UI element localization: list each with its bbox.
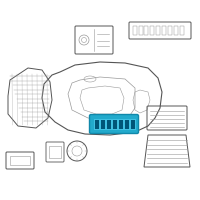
Bar xyxy=(150,26,154,35)
Bar xyxy=(112,119,116,129)
Bar xyxy=(94,119,98,129)
Bar xyxy=(162,26,166,35)
Bar xyxy=(144,26,148,35)
Bar xyxy=(118,119,122,129)
Bar xyxy=(133,26,137,35)
Bar xyxy=(130,119,134,129)
Bar xyxy=(180,26,184,35)
Bar xyxy=(139,26,143,35)
FancyBboxPatch shape xyxy=(90,114,138,134)
Bar xyxy=(100,119,104,129)
Bar xyxy=(156,26,160,35)
Bar xyxy=(106,119,110,129)
Bar xyxy=(124,119,128,129)
Bar xyxy=(168,26,172,35)
Bar xyxy=(49,146,61,158)
Bar xyxy=(174,26,178,35)
Bar xyxy=(10,156,30,165)
